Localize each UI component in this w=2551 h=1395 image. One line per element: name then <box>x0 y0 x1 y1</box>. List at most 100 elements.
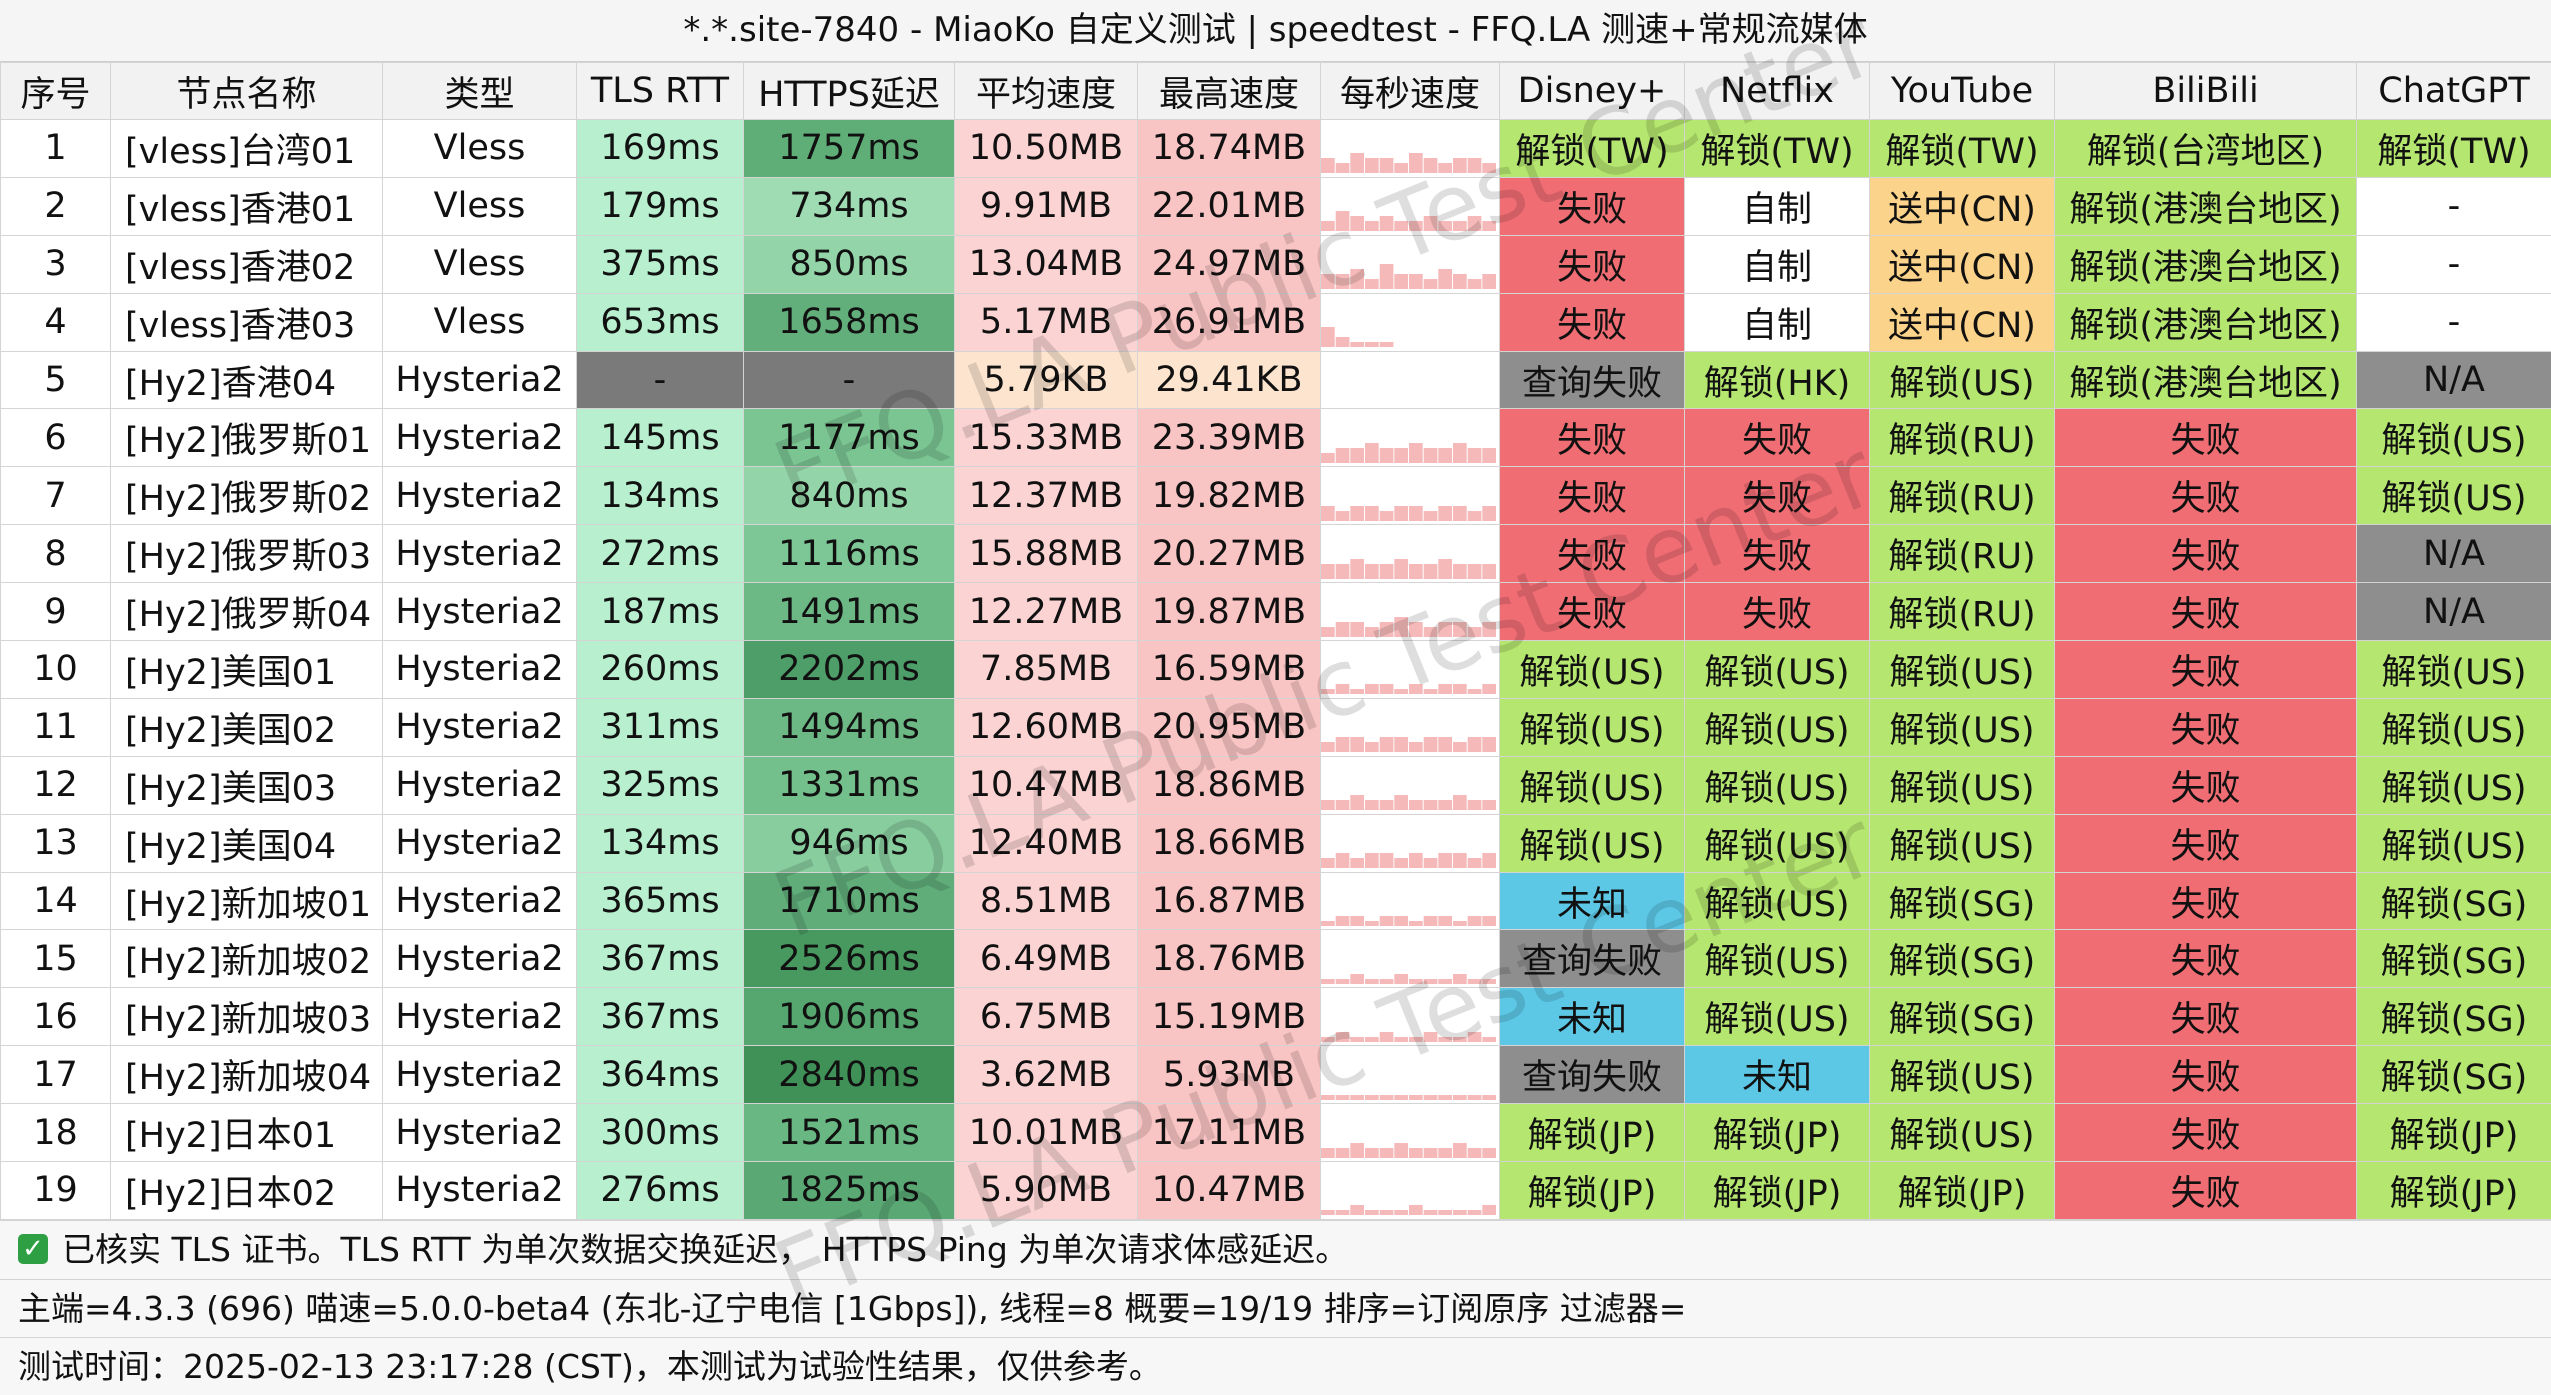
sparkline-bar <box>1380 737 1394 752</box>
sparkline-bar <box>1321 627 1335 637</box>
sparkline-bar <box>1394 274 1408 289</box>
sparkline-bar <box>1321 564 1335 579</box>
bilibili-cell: 失败 <box>2055 1104 2357 1162</box>
sparkline-bar <box>1453 684 1467 694</box>
per-second-sparkline <box>1321 467 1500 525</box>
sparkline-bar <box>1394 1210 1408 1215</box>
col-header-youtube[interactable]: YouTube <box>1870 63 2055 120</box>
sparkline-bar <box>1409 622 1423 637</box>
bilibili-cell: 失败 <box>2055 641 2357 699</box>
sparkline-bar <box>1336 622 1350 637</box>
node-name: [Hy2]新加坡04 <box>111 1046 383 1104</box>
sparkline-bar <box>1468 279 1482 289</box>
col-header-https-latency[interactable]: HTTPS延迟 <box>744 63 955 120</box>
sparkline-bar <box>1350 622 1364 637</box>
sparkline-bar <box>1321 979 1335 984</box>
col-header-avg-speed[interactable]: 平均速度 <box>955 63 1138 120</box>
https-latency-cell: 2840ms <box>744 1046 955 1104</box>
sparkline-bar <box>1380 158 1394 173</box>
tls-rtt-cell: 276ms <box>577 1162 744 1220</box>
sparkline-bar <box>1365 627 1379 637</box>
sparkline-bar <box>1424 1148 1438 1158</box>
sparkline-chart <box>1321 992 1497 1042</box>
col-header-netflix[interactable]: Netflix <box>1685 63 1870 120</box>
col-header-chatgpt[interactable]: ChatGPT <box>2357 63 2551 120</box>
sparkline-bar <box>1321 1037 1335 1042</box>
sparkline-chart <box>1321 1165 1497 1215</box>
col-header-name[interactable]: 节点名称 <box>111 63 383 120</box>
sparkline-bar <box>1424 158 1438 173</box>
sparkline-bar <box>1321 158 1335 173</box>
sparkline-bar <box>1321 506 1335 521</box>
sparkline-bar <box>1394 916 1408 926</box>
youtube-cell: 解锁(SG) <box>1870 930 2055 988</box>
sparkline-bar <box>1482 916 1496 926</box>
row-number: 15 <box>1 930 111 988</box>
footer-tls-note: ✓已核实 TLS 证书。TLS RTT 为单次数据交换延迟， HTTPS Pin… <box>0 1220 2551 1279</box>
max-speed-cell: 17.11MB <box>1138 1104 1321 1162</box>
sparkline-bar <box>1453 1143 1467 1158</box>
sparkline-bar <box>1336 1148 1350 1158</box>
sparkline-bar <box>1336 211 1350 231</box>
col-header-per-second[interactable]: 每秒速度 <box>1321 63 1500 120</box>
sparkline-bar <box>1321 800 1335 810</box>
disney-cell: 解锁(US) <box>1500 698 1685 756</box>
sparkline-bar <box>1336 274 1350 289</box>
node-name: [vless]香港03 <box>111 293 383 351</box>
avg-speed-cell: 15.88MB <box>955 525 1138 583</box>
footer-test-time: 测试时间：2025-02-13 23:17:28 (CST)，本测试为试验性结果… <box>0 1337 2551 1395</box>
col-header-type[interactable]: 类型 <box>383 63 577 120</box>
sparkline-bar <box>1336 564 1350 579</box>
row-number: 16 <box>1 988 111 1046</box>
tls-rtt-cell: 179ms <box>577 177 744 235</box>
sparkline-bar <box>1438 269 1452 289</box>
node-type: Hysteria2 <box>383 351 577 409</box>
disney-cell: 查询失败 <box>1500 1046 1685 1104</box>
sparkline-bar <box>1336 916 1350 926</box>
results-table: 序号 节点名称 类型 TLS RTT HTTPS延迟 平均速度 最高速度 每秒速… <box>0 62 2551 1220</box>
chatgpt-cell: 解锁(SG) <box>2357 1046 2551 1104</box>
col-header-disney[interactable]: Disney+ <box>1500 63 1685 120</box>
col-header-bilibili[interactable]: BiliBili <box>2055 63 2357 120</box>
https-latency-cell: 1521ms <box>744 1104 955 1162</box>
https-latency-cell: 1494ms <box>744 698 955 756</box>
avg-speed-cell: 15.33MB <box>955 409 1138 467</box>
window-title: *.*.site-7840 - MiaoKo 自定义测试 | speedtest… <box>0 0 2551 62</box>
sparkline-bar <box>1482 1037 1496 1042</box>
netflix-cell: 自制 <box>1685 235 1870 293</box>
tls-rtt-cell: 367ms <box>577 988 744 1046</box>
sparkline-bar <box>1453 622 1467 637</box>
chatgpt-cell: N/A <box>2357 583 2551 641</box>
sparkline-bar <box>1468 689 1482 694</box>
netflix-cell: 未知 <box>1685 1046 1870 1104</box>
sparkline-bar <box>1438 1095 1452 1100</box>
sparkline-bar <box>1336 737 1350 752</box>
bilibili-cell: 解锁(港澳台地区) <box>2055 235 2357 293</box>
chatgpt-cell: 解锁(US) <box>2357 467 2551 525</box>
col-header-max-speed[interactable]: 最高速度 <box>1138 63 1321 120</box>
col-header-tls-rtt[interactable]: TLS RTT <box>577 63 744 120</box>
sparkline-bar <box>1321 1210 1335 1215</box>
tls-rtt-cell: 653ms <box>577 293 744 351</box>
sparkline-chart <box>1321 702 1497 752</box>
disney-cell: 解锁(JP) <box>1500 1162 1685 1220</box>
sparkline-bar <box>1453 274 1467 289</box>
avg-speed-cell: 10.01MB <box>955 1104 1138 1162</box>
tls-rtt-cell: 134ms <box>577 814 744 872</box>
sparkline-bar <box>1468 158 1482 173</box>
chatgpt-cell: 解锁(US) <box>2357 641 2551 699</box>
max-speed-cell: 26.91MB <box>1138 293 1321 351</box>
chatgpt-cell: 解锁(US) <box>2357 698 2551 756</box>
https-latency-cell: 1710ms <box>744 872 955 930</box>
disney-cell: 解锁(US) <box>1500 641 1685 699</box>
col-header-no[interactable]: 序号 <box>1 63 111 120</box>
row-number: 6 <box>1 409 111 467</box>
sparkline-bar <box>1468 916 1482 926</box>
disney-cell: 失败 <box>1500 409 1685 467</box>
sparkline-bar <box>1365 800 1379 810</box>
